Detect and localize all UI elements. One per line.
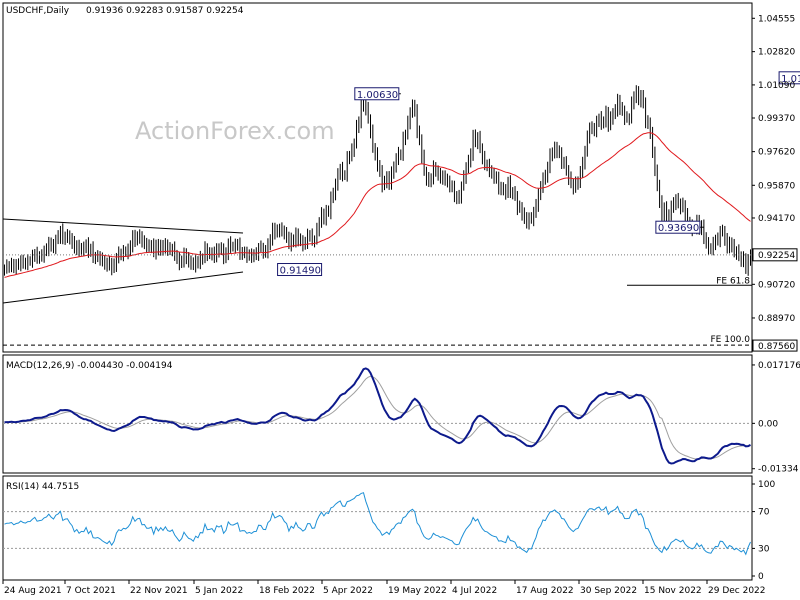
y-tick-label: 0.90720 [758,280,795,290]
x-tick-label: 19 May 2022 [388,586,447,596]
rsi-header: RSI(14) 44.7515 [6,482,79,492]
annotation-label: 1.01460 [781,74,800,85]
triangle-lower-trendline [2,271,244,304]
x-tick-label: 30 Sep 2022 [580,586,637,596]
x-tick-label: 15 Nov 2022 [644,586,702,596]
y-tick-label: 1.01090 [758,81,795,91]
x-tick-label: 18 Feb 2022 [259,586,315,596]
ohlc-header: 0.91936 0.92283 0.91587 0.92254 [86,6,244,16]
y-tick-label: 0.88970 [758,314,795,324]
macd-line [4,367,751,465]
macd-y-tick-label: 0.00 [758,419,778,429]
current-price-box [752,248,798,262]
x-tick-label: 7 Oct 2021 [66,586,116,596]
y-tick-label: 0.99370 [758,114,795,124]
triangle-upper-trendline [2,218,244,234]
rsi-panel-frame [2,475,753,581]
x-tick-label: 17 Aug 2022 [516,586,574,596]
y-tick-label: 0.95870 [758,181,795,191]
annotation-label: 0.91490 [280,266,321,277]
annotation-box [655,220,701,234]
annotation-box [354,87,400,101]
annotation-box [778,71,800,85]
macd-header: MACD(12,26,9) -0.004430 -0.004194 [6,361,173,371]
x-tick-label: 22 Nov 2021 [130,586,188,596]
main-panel-frame [2,2,753,353]
current-price-label: 0.92254 [758,251,795,261]
macd-y-tick-label: 0.017176 [758,361,800,371]
y-tick-label: 1.04555 [758,14,795,24]
moving-average-line [4,132,751,278]
annotation-label: 1.00630 [357,90,398,101]
x-tick-label: 29 Dec 2022 [708,586,766,596]
y-tick-label: 0.87560 [758,342,795,352]
macd-signal-line [4,375,751,460]
rsi-line [4,492,751,556]
symbol-header: USDCHF,Daily [6,6,70,16]
x-tick-label: 24 Aug 2021 [4,586,62,596]
x-tick-label: 4 Jul 2022 [452,586,497,596]
rsi-y-tick-label: 30 [758,544,770,554]
rsi-y-tick-label: 100 [758,480,775,490]
y-tick-label: 0.94170 [758,214,795,224]
fe-100-label: FE 100.0 [711,335,751,345]
watermark: ActionForex.com [135,117,335,145]
x-tick-label: 5 Jan 2022 [195,586,243,596]
fe-618-label: FE 61.8 [716,276,750,286]
x-tick-label: 5 Apr 2022 [323,586,373,596]
y-tick-label: 0.97620 [758,148,795,158]
annotation-box [277,263,323,277]
macd-panel-frame [2,354,753,474]
annotation-label: 0.93690 [658,223,699,234]
rsi-y-tick-label: 0 [758,572,764,582]
y-tick-label: 1.02820 [758,48,795,58]
fe-100-price-box [752,339,798,352]
macd-y-tick-label: -0.01334 [758,465,799,475]
rsi-y-tick-label: 70 [758,508,770,518]
